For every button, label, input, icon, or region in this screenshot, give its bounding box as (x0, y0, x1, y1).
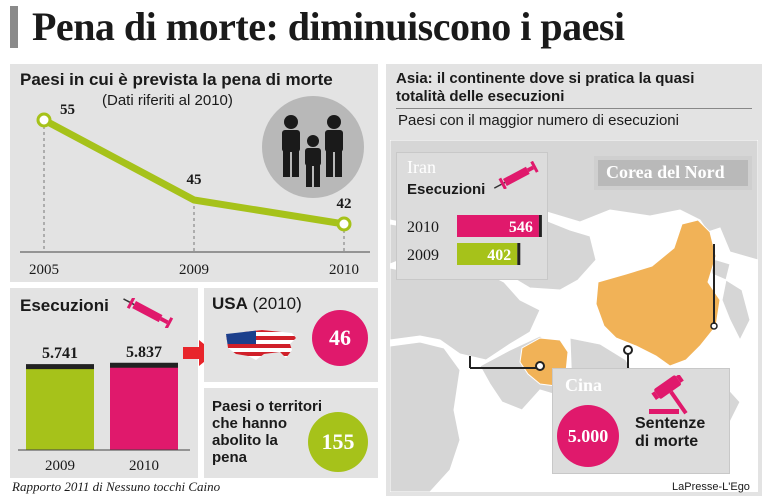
title-accent-bar (10, 6, 18, 48)
line-chart-title: Paesi in cui è prevista la pena di morte (20, 70, 333, 89)
line-chart-subtitle: (Dati riferiti al 2010) (102, 92, 233, 109)
bar-cap (26, 364, 94, 370)
source-note: Rapporto 2011 di Nessuno tocchi Caino (12, 479, 221, 494)
x-tick-label: 2010 (129, 458, 159, 474)
bar (457, 215, 539, 237)
bar (110, 366, 178, 450)
divider (396, 108, 752, 109)
korea-label-box: Corea del Nord (594, 156, 752, 190)
bar-value-label: 5.741 (42, 345, 78, 362)
abolished-panel: Paesi o territori che hanno abolito la p… (204, 388, 378, 478)
usa-country: USA (212, 294, 248, 313)
cina-sentences-value: 5.000 (557, 405, 619, 467)
x-tick-label: 2005 (29, 262, 59, 278)
family-icon (262, 96, 364, 198)
line-chart-panel: Paesi in cui è prevista la pena di morte… (10, 64, 378, 282)
bar-cap (538, 215, 542, 237)
syringe-icon (493, 161, 539, 189)
abolished-line3: abolito la (212, 432, 278, 449)
y-tick-label: 2009 (407, 247, 439, 264)
executions-bar-chart: 5.741 2009 5.837 2010 (18, 344, 190, 474)
brand-logo: LaPresse-L'Ego (672, 481, 750, 493)
y-tick-label: 2010 (407, 219, 439, 236)
executions-title: Esecuzioni (20, 296, 109, 315)
usa-panel: USA (2010) 46 (204, 288, 378, 382)
asia-subtitle: Paesi con il maggior numero di esecuzion… (398, 112, 679, 129)
usa-flag-map-icon (226, 330, 296, 360)
data-label: 55 (60, 102, 75, 118)
bar (457, 243, 518, 265)
cina-sentences-line1: Sentenze (635, 415, 706, 432)
syringe-icon (123, 298, 174, 328)
iran-box: Iran Esecuzioni 546 2010 402 2009 (396, 152, 548, 280)
iran-name: Iran (407, 157, 436, 177)
bar-value-label: 546 (509, 219, 533, 236)
cina-name: Cina (565, 375, 603, 395)
bar-value-label: 5.837 (126, 344, 162, 361)
abolished-line1: Paesi o territori (212, 398, 323, 415)
x-tick-label: 2009 (45, 458, 75, 474)
usa-executions-value: 46 (312, 310, 368, 366)
x-tick-label: 2009 (179, 262, 209, 278)
x-tick-label: 2010 (329, 262, 359, 278)
cina-sentences-line2: di morte (635, 433, 699, 450)
data-label: 45 (187, 172, 202, 188)
data-label: 42 (337, 196, 352, 212)
abolished-value: 155 (308, 412, 368, 472)
executions-panel: Esecuzioni 5.741 2009 5.837 2010 (10, 288, 198, 478)
page-title: Pena di morte: diminuiscono i paesi (32, 4, 625, 49)
abolished-line2: che hanno (212, 415, 288, 432)
asia-panel: Asia: il continente dove si pratica la q… (386, 64, 762, 496)
asia-title-line2: totalità delle esecuzioni (396, 88, 565, 105)
bar-cap (517, 243, 521, 265)
line-chart: 55 2005 45 2009 42 2010 (20, 102, 370, 278)
iran-bar-chart: 546 2010 402 2009 (407, 215, 542, 265)
data-point (36, 112, 52, 128)
iran-exec-label: Esecuzioni (407, 181, 486, 198)
korea-name: Corea del Nord (606, 162, 725, 182)
header: Pena di morte: diminuiscono i paesi (10, 2, 767, 52)
abolished-line4: pena (212, 449, 248, 466)
series-line (42, 116, 345, 228)
cina-box: Cina 5.000 Sentenze di morte (552, 368, 730, 474)
usa-year: (2010) (252, 294, 302, 313)
data-point (336, 216, 352, 232)
gavel-icon (649, 375, 688, 415)
bar-value-label: 402 (487, 247, 511, 264)
asia-title-line1: Asia: il continente dove si pratica la q… (396, 70, 695, 87)
bar-cap (110, 362, 178, 368)
bar (26, 368, 94, 450)
